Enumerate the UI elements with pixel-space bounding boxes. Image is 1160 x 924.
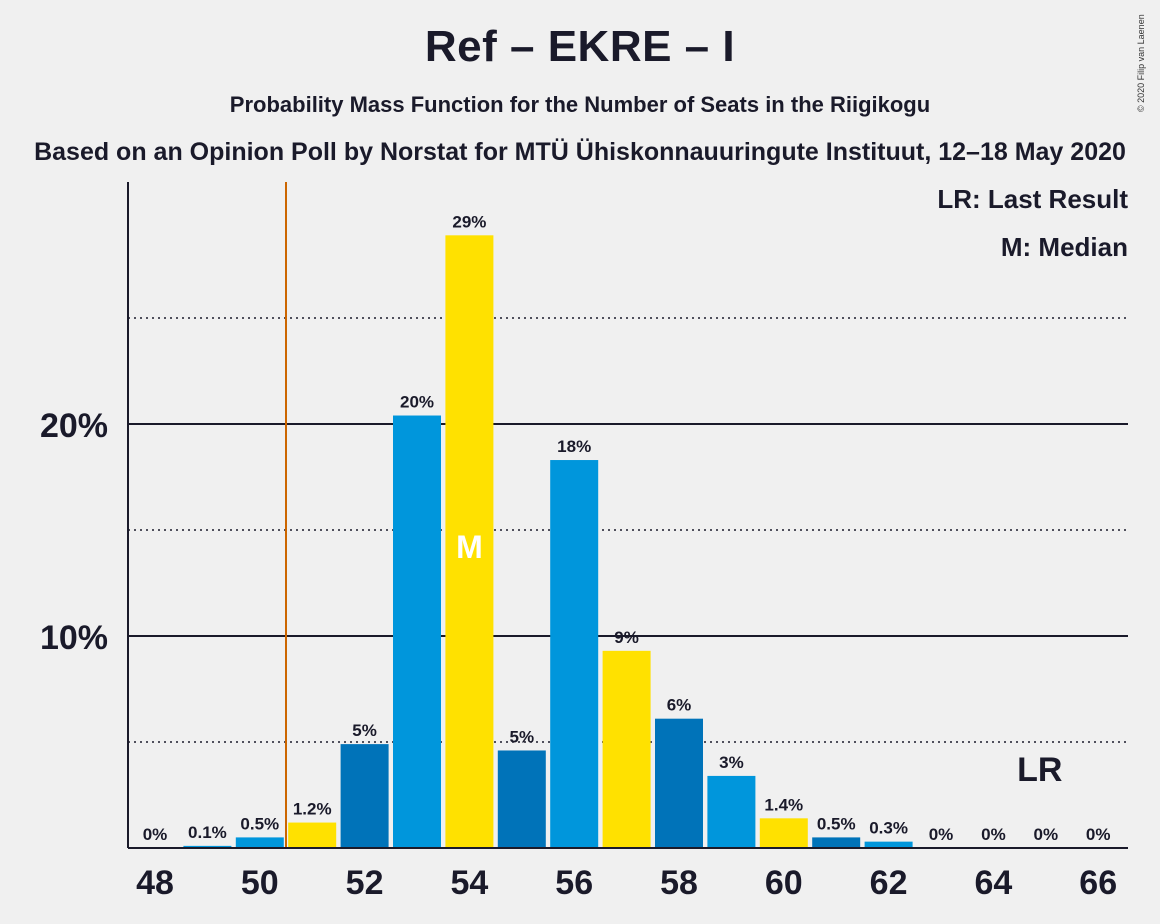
data-label: 1.4% xyxy=(764,795,803,814)
x-tick-label: 56 xyxy=(555,864,593,902)
y-tick-label: 20% xyxy=(40,407,108,445)
y-tick-label: 10% xyxy=(40,619,108,657)
bar xyxy=(655,718,703,848)
data-label: 0% xyxy=(981,825,1006,844)
data-label: 0% xyxy=(143,825,168,844)
legend-last-result: LR: Last Result xyxy=(937,184,1128,214)
bar xyxy=(759,818,808,848)
data-label: 5% xyxy=(510,727,535,746)
legend-median: M: Median xyxy=(1000,232,1128,262)
data-label: 0% xyxy=(1086,825,1111,844)
chart-subtitle: Probability Mass Function for the Number… xyxy=(229,92,931,117)
x-tick-label: 50 xyxy=(241,864,279,902)
bar xyxy=(340,744,389,848)
last-result-marker: LR xyxy=(1017,751,1062,789)
data-label: 3% xyxy=(719,753,744,772)
data-label: 29% xyxy=(452,212,486,231)
data-label: 0% xyxy=(929,825,954,844)
x-tick-label: 60 xyxy=(765,864,803,902)
bar xyxy=(393,415,441,848)
bar xyxy=(812,837,861,848)
x-tick-label: 54 xyxy=(450,864,488,902)
bar xyxy=(864,841,913,848)
bar xyxy=(707,775,756,848)
x-tick-label: 52 xyxy=(346,864,384,902)
data-label: 18% xyxy=(557,437,591,456)
data-label: 0.3% xyxy=(869,819,908,838)
data-label: 0.1% xyxy=(188,823,227,842)
data-label: 5% xyxy=(352,721,377,740)
median-marker: M xyxy=(456,529,483,565)
bar xyxy=(550,460,599,848)
data-label: 6% xyxy=(667,696,692,715)
bar xyxy=(288,822,337,848)
x-tick-label: 64 xyxy=(974,864,1012,902)
data-label: 0% xyxy=(1034,825,1059,844)
bar xyxy=(445,235,494,848)
data-label: 20% xyxy=(400,393,434,412)
chart-source-line: Based on an Opinion Poll by Norstat for … xyxy=(34,138,1126,166)
x-tick-label: 62 xyxy=(870,864,908,902)
data-label: 1.2% xyxy=(293,800,332,819)
chart-title: Ref – EKRE – I xyxy=(424,22,736,71)
x-tick-label: 48 xyxy=(136,864,174,902)
x-tick-label: 66 xyxy=(1079,864,1117,902)
data-label: 0.5% xyxy=(240,814,279,833)
x-tick-label: 58 xyxy=(660,864,698,902)
data-label: 0.5% xyxy=(817,814,856,833)
bar xyxy=(602,650,651,848)
bar xyxy=(235,837,284,848)
bar xyxy=(183,845,232,848)
data-label: 9% xyxy=(614,628,639,647)
bar xyxy=(497,750,546,848)
